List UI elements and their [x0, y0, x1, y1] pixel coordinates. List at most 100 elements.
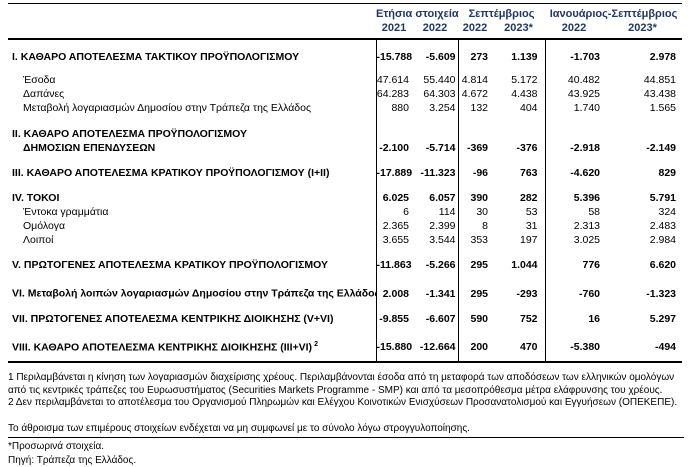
row-label: IV. ΤΟΚΟΙ: [12, 192, 60, 204]
year-header-annual-2021: 2021: [376, 21, 412, 40]
value-cell: 590: [457, 300, 493, 326]
value-cell: -15.788: [375, 39, 412, 64]
table-row: ΔΗΜΟΣΙΩΝ ΕΠΕΝΔΥΣΕΩΝ -2.100 -5.714 -369 -376-…: [8, 141, 682, 155]
value-cell: -11.323: [420, 167, 456, 179]
value-cell: 4.672: [457, 87, 493, 101]
value-cell: -369: [457, 141, 493, 155]
table-row: VIII. ΚΑΘΑΡΟ ΑΠΟΤΕΛΕΣΜΑ ΚΕΝΤΡΙΚΗΣ ΔΙΟΙΚΗ…: [8, 325, 682, 362]
value-cell: 16: [544, 300, 604, 326]
value-cell: 2.483: [649, 220, 677, 232]
value-cell: -4.620: [544, 155, 604, 180]
value-cell: 8: [457, 219, 493, 233]
value-cell: -5.380: [544, 325, 604, 362]
value-cell: -9.855: [375, 300, 412, 326]
value-cell: -6.607: [425, 312, 456, 325]
value-cell: -1.703: [544, 39, 604, 64]
value-cell: -12.664: [419, 341, 456, 353]
value-cell: 3.544: [429, 234, 456, 246]
value-cell: 6.025: [375, 180, 412, 205]
value-cell: 114: [438, 206, 456, 218]
value-cell: 64.283: [375, 87, 412, 101]
row-label: VII. ΠΡΩΤΟΓΕΝΕΣ ΑΠΟΤΕΛΕΣΜΑ ΚΕΝΤΡΙΚΗΣ ΔΙΟ…: [12, 312, 334, 325]
col-group-jan-sep-label: Ιανουάριος-Σεπτέμβριος: [549, 8, 678, 20]
value-cell: 2.313: [544, 219, 604, 233]
value-cell: 3.025: [544, 233, 604, 247]
value-cell: -760: [544, 272, 604, 301]
table-row: IV. ΤΟΚΟΙ 6.025 6.057 390 282 5.396 5.791: [8, 180, 682, 205]
column-group-row: Ετήσια στοιχεία Σεπτέμβριος Ιανουάριος-Σ…: [8, 4, 682, 22]
value-cell: -293: [516, 287, 538, 300]
value-cell: 1.139: [511, 51, 538, 63]
value-cell: 197: [519, 234, 538, 246]
value-cell: 1.565: [649, 102, 677, 114]
value-cell: 6.620: [649, 259, 677, 271]
value-cell: 5.396: [544, 180, 604, 205]
value-cell: 30: [457, 205, 493, 219]
value-cell: -1.323: [646, 287, 677, 300]
value-cell: 43.438: [643, 88, 677, 100]
value-cell: -17.889: [375, 155, 412, 180]
value-cell: 31: [525, 220, 538, 232]
value-cell: 470: [519, 341, 538, 353]
value-cell: 3.254: [429, 102, 456, 114]
year-header-row: 2021 2022 2022 2023* 2022 2023*: [8, 21, 683, 40]
year-header-sep-2022: 2022: [458, 21, 493, 40]
corner-cell: [8, 4, 376, 22]
value-cell: 2.978: [649, 51, 677, 63]
value-cell: -494: [655, 341, 677, 353]
value-cell: 2.984: [649, 234, 677, 246]
value-cell: 404: [519, 102, 538, 114]
value-cell: 763: [519, 167, 538, 179]
rounding-note: Το άθροισμα των επιμέρους στοιχείων ενδέ…: [8, 422, 470, 434]
value-cell: 4.814: [457, 64, 493, 87]
value-cell: 64.303: [423, 88, 456, 100]
table-row: Ομόλογα 2.365 2.399 8 31 2.313 2.483: [8, 219, 682, 233]
year-header-jansep-2023: 2023*: [603, 21, 683, 40]
table-row: II. ΚΑΘΑΡΟ ΑΠΟΤΕΛΕΣΜΑ ΠΡΟΫΠΟΛΟΓΙΣΜΟΥ: [8, 115, 682, 141]
row-label: I. ΚΑΘΑΡΟ ΑΠΟΤΕΛΕΣΜΑ ΤΑΚΤΙΚΟΥ ΠΡΟΫΠΟΛΟΓΙ…: [12, 51, 300, 63]
col-group-annual-label: Ετήσια στοιχεία: [376, 8, 459, 20]
value-cell: 6: [375, 205, 412, 219]
footnote-marker: 2: [314, 340, 318, 348]
divider-line: [8, 437, 684, 438]
value-cell: -1.341: [425, 287, 456, 300]
footnote-1: 1 Περιλαμβάνεται η κίνηση των λογαριασμώ…: [8, 372, 675, 396]
row-label: V. ΠΡΩΤΟΓΕΝΕΣ ΑΠΟΤΕΛΕΣΜΑ ΚΡΑΤΙΚΟΥ ΠΡΟΫΠΟ…: [12, 259, 329, 271]
row-label: II. ΚΑΘΑΡΟ ΑΠΟΤΕΛΕΣΜΑ ΠΡΟΫΠΟΛΟΓΙΣΜΟΥ: [12, 128, 247, 140]
value-cell: 353: [457, 233, 493, 247]
value-cell: 3.655: [375, 233, 412, 247]
value-cell: 53: [525, 206, 538, 218]
table-row: III. ΚΑΘΑΡΟ ΑΠΟΤΕΛΕΣΜΑ ΚΡΑΤΙΚΟΥ ΠΡΟΫΠΟΛΟ…: [8, 155, 682, 180]
row-label: Έσοδα: [23, 74, 56, 86]
value-cell: 390: [457, 180, 493, 205]
table-row: Μεταβολή λογαριασμών Δημοσίου στην Τράπε…: [8, 101, 682, 115]
value-cell: -2.100: [375, 141, 412, 155]
value-cell: 44.851: [643, 74, 677, 86]
value-cell: [412, 115, 458, 141]
value-cell: -11.863: [375, 247, 412, 272]
row-label: Έντοκα γραμμάτια: [23, 206, 109, 218]
corner-cell: [8, 21, 376, 40]
table-row: Λοιποί 3.655 3.544 353 197 3.025 2.984: [8, 233, 682, 247]
footnote-2: 2 Δεν περιλαμβάνεται το αποτέλεσμα του Ο…: [8, 397, 678, 408]
footnotes-section: 1 Περιλαμβάνεται η κίνηση των λογαριασμώ…: [8, 372, 684, 467]
value-cell: [544, 115, 604, 141]
value-cell: 55.440: [423, 74, 456, 86]
value-cell: [457, 115, 493, 141]
value-cell: -376: [516, 142, 538, 154]
table-row: V. ΠΡΩΤΟΓΕΝΕΣ ΑΠΟΤΕΛΕΣΜΑ ΚΡΑΤΙΚΟΥ ΠΡΟΫΠΟ…: [8, 247, 682, 272]
value-cell: 1.044: [511, 259, 538, 271]
value-cell: -5.609: [425, 51, 456, 63]
table-row: VII. ΠΡΩΤΟΓΕΝΕΣ ΑΠΟΤΕΛΕΣΜΑ ΚΕΝΤΡΙΚΗΣ ΔΙΟ…: [8, 300, 682, 326]
value-cell: 295: [457, 247, 493, 272]
row-label: Λοιποί: [23, 234, 54, 246]
provisional-note: *Προσωρινά στοιχεία.: [8, 441, 105, 452]
value-cell: 5.791: [649, 192, 677, 204]
table-row: VI. Μεταβολή λοιπών λογαριασμών Δημοσίου…: [8, 272, 682, 301]
value-cell: 47.614: [375, 64, 412, 87]
value-cell: 295: [457, 272, 493, 301]
value-cell: 273: [457, 39, 493, 64]
row-label: Ομόλογα: [23, 220, 66, 232]
value-cell: 5.172: [511, 74, 538, 86]
table-row: Έντοκα γραμμάτια 6 114 30 53 58 324: [8, 205, 682, 219]
